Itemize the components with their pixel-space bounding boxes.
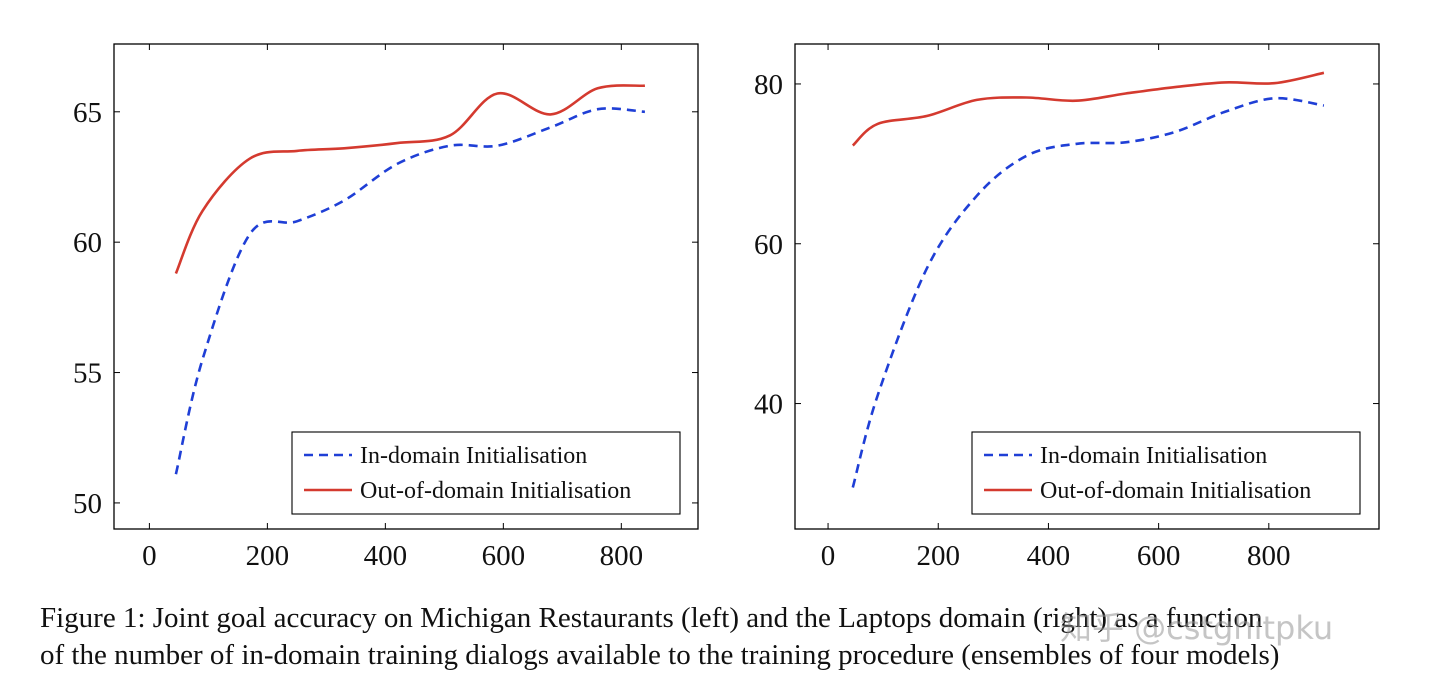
legend-box xyxy=(971,431,1361,515)
plot-frame xyxy=(113,43,699,530)
series-line-out-of-domain xyxy=(851,71,1325,147)
legend-label: In-domain Initialisation xyxy=(360,443,587,469)
series-line-in-domain xyxy=(851,96,1325,488)
plot-frame xyxy=(794,43,1380,530)
y-tick-label: 80 xyxy=(754,69,783,101)
y-tick-label: 40 xyxy=(754,389,783,421)
x-tick-label: 400 xyxy=(1027,540,1071,572)
x-tick-label: 600 xyxy=(482,540,526,572)
x-tick-label: 400 xyxy=(364,540,408,572)
legend-box xyxy=(291,431,681,515)
chart-left: 0 200 400 600 800 50 55 60 65 In-domain Initialis… xyxy=(73,43,699,572)
caption-line-1: Figure 1: Joint goal accuracy on Michiga… xyxy=(40,602,1263,634)
y-tick-label: 60 xyxy=(754,229,783,261)
caption-line-2: of the number of in-domain training dial… xyxy=(40,639,1280,671)
watermark: 知乎 @cstghitpku xyxy=(1060,609,1334,647)
legend-label: In-domain Initialisation xyxy=(1040,443,1267,469)
x-tick-label: 200 xyxy=(246,540,290,572)
y-tick-label: 50 xyxy=(73,488,102,520)
legend-label: Out-of-domain Initialisation xyxy=(360,478,631,504)
x-tick-label: 0 xyxy=(821,540,836,572)
x-tick-label: 600 xyxy=(1137,540,1181,572)
series-line-in-domain xyxy=(174,107,645,475)
x-tick-label: 200 xyxy=(916,540,960,572)
legend: In-domain Initialisation Out-of-domain In… xyxy=(971,431,1361,515)
y-tick-label: 65 xyxy=(73,97,102,129)
figure-caption: Figure 1: Joint goal accuracy on Michiga… xyxy=(40,600,1420,674)
x-tick-label: 0 xyxy=(142,540,157,572)
x-tick-label: 800 xyxy=(1247,540,1291,572)
legend-label: Out-of-domain Initialisation xyxy=(1040,478,1311,504)
y-tick-label: 60 xyxy=(73,227,102,259)
series-line-out-of-domain xyxy=(174,84,645,275)
legend: In-domain Initialisation Out-of-domain In… xyxy=(291,431,681,515)
y-tick-label: 55 xyxy=(73,358,102,390)
chart-right: 0 200 400 600 800 40 60 80 In-domain Initialisat… xyxy=(754,43,1380,572)
x-tick-label: 800 xyxy=(600,540,644,572)
